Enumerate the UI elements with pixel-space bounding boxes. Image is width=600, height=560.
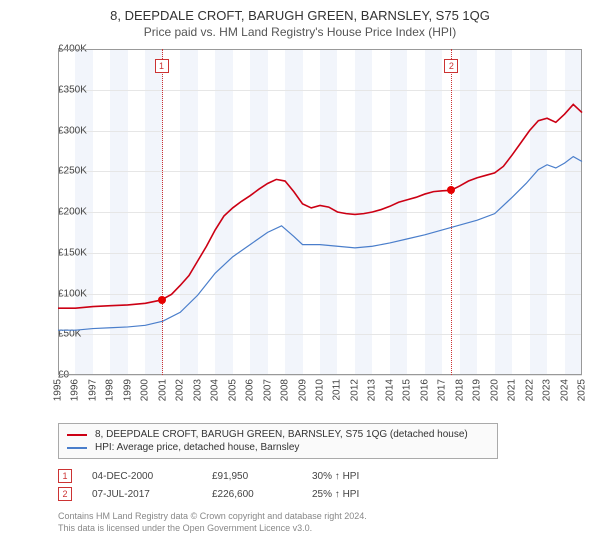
sale-number-box: 2: [58, 487, 72, 501]
x-tick-label: 2015: [402, 379, 413, 401]
sale-number-box: 1: [58, 469, 72, 483]
sale-row: 1 04-DEC-2000 £91,950 30% ↑ HPI: [58, 467, 558, 485]
x-tick-label: 2018: [454, 379, 465, 401]
sale-price: £226,600: [212, 489, 292, 500]
x-tick-label: 2004: [210, 379, 221, 401]
sale-dot: [158, 296, 166, 304]
sale-dot: [447, 186, 455, 194]
legend: 8, DEEPDALE CROFT, BARUGH GREEN, BARNSLE…: [58, 423, 498, 459]
footnote-line: Contains HM Land Registry data © Crown c…: [58, 511, 558, 523]
x-tick-label: 1998: [105, 379, 116, 401]
x-tick-label: 2011: [332, 379, 343, 401]
x-tick-label: 2006: [245, 379, 256, 401]
x-tick-label: 2010: [315, 379, 326, 401]
x-tick-label: 2000: [140, 379, 151, 401]
x-tick-label: 2025: [577, 379, 588, 401]
footnote: Contains HM Land Registry data © Crown c…: [58, 511, 558, 534]
x-tick-label: 1999: [122, 379, 133, 401]
sales-table: 1 04-DEC-2000 £91,950 30% ↑ HPI 2 07-JUL-2017…: [58, 467, 558, 503]
sale-diff: 25% ↑ HPI: [312, 489, 402, 500]
x-tick-label: 2017: [437, 379, 448, 401]
x-tick-label: 2009: [297, 379, 308, 401]
x-tick-label: 2001: [157, 379, 168, 401]
sale-annotation: 2: [444, 59, 458, 73]
series-svg: [12, 45, 584, 377]
legend-row: HPI: Average price, detached house, Barn…: [67, 441, 489, 454]
chart-subtitle: Price paid vs. HM Land Registry's House …: [12, 25, 588, 39]
x-tick-label: 2008: [280, 379, 291, 401]
x-tick-label: 2005: [227, 379, 238, 401]
x-tick-label: 2002: [175, 379, 186, 401]
sale-annotation: 1: [155, 59, 169, 73]
sale-vline: [451, 49, 452, 375]
legend-swatch: [67, 447, 87, 449]
x-tick-label: 2013: [367, 379, 378, 401]
x-tick-label: 2014: [384, 379, 395, 401]
x-tick-label: 2019: [472, 379, 483, 401]
x-tick-label: 2024: [559, 379, 570, 401]
x-tick-label: 1996: [70, 379, 81, 401]
chart-title: 8, DEEPDALE CROFT, BARUGH GREEN, BARNSLE…: [12, 8, 588, 23]
x-tick-label: 2020: [489, 379, 500, 401]
chart-container: 8, DEEPDALE CROFT, BARUGH GREEN, BARNSLE…: [0, 0, 600, 544]
legend-row: 8, DEEPDALE CROFT, BARUGH GREEN, BARNSLE…: [67, 428, 489, 441]
x-tick-label: 1995: [53, 379, 64, 401]
sale-price: £91,950: [212, 471, 292, 482]
legend-label: 8, DEEPDALE CROFT, BARUGH GREEN, BARNSLE…: [95, 429, 468, 440]
chart-area: £0£50K£100K£150K£200K£250K£300K£350K£400…: [12, 45, 588, 415]
sale-row: 2 07-JUL-2017 £226,600 25% ↑ HPI: [58, 485, 558, 503]
sale-diff: 30% ↑ HPI: [312, 471, 402, 482]
sale-date: 04-DEC-2000: [92, 471, 192, 482]
x-tick-label: 2003: [192, 379, 203, 401]
x-tick-label: 2021: [507, 379, 518, 401]
sale-vline: [162, 49, 163, 375]
x-tick-label: 2016: [419, 379, 430, 401]
x-tick-label: 2022: [524, 379, 535, 401]
legend-swatch: [67, 434, 87, 436]
x-tick-label: 2023: [542, 379, 553, 401]
footnote-line: This data is licensed under the Open Gov…: [58, 523, 558, 535]
sale-date: 07-JUL-2017: [92, 489, 192, 500]
x-tick-label: 1997: [87, 379, 98, 401]
x-tick-label: 2007: [262, 379, 273, 401]
legend-label: HPI: Average price, detached house, Barn…: [95, 442, 299, 453]
x-tick-label: 2012: [349, 379, 360, 401]
